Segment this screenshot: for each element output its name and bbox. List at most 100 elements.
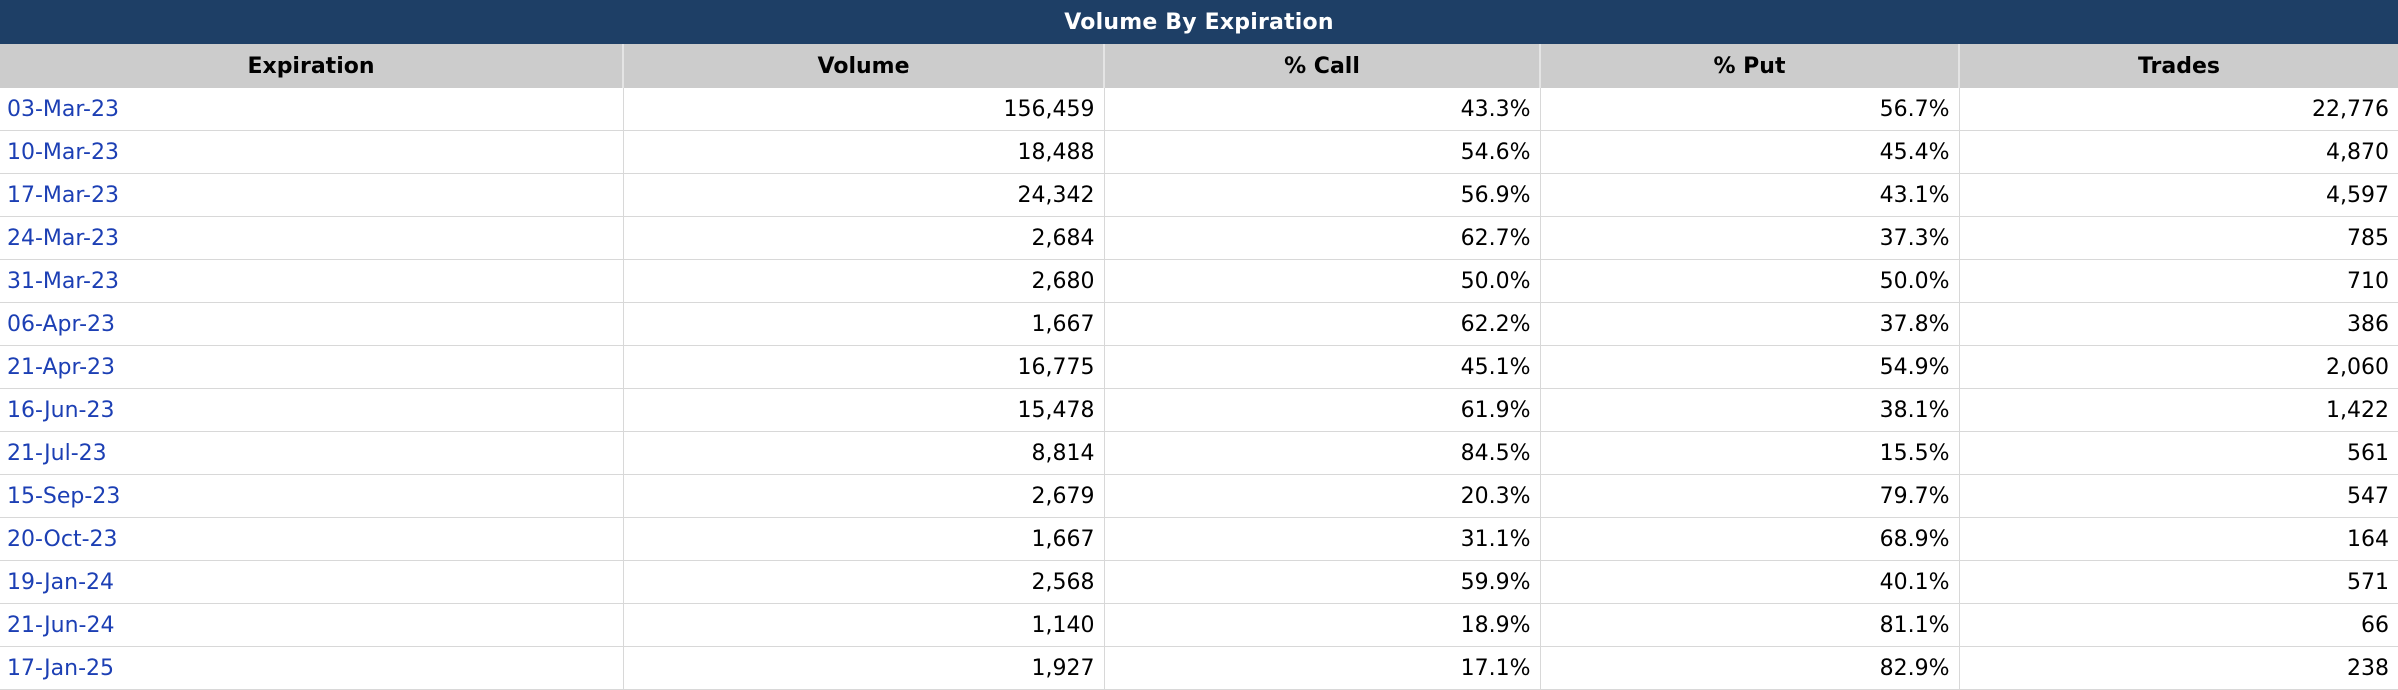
cell-pct-put: 40.1% <box>1540 560 1960 604</box>
expiration-link[interactable]: 21-Jul-23 <box>7 440 107 466</box>
table-row: 21-Apr-23 16,775 45.1% 54.9% 2,060 <box>0 345 2398 389</box>
expiration-link[interactable]: 06-Apr-23 <box>7 311 116 337</box>
cell-trades: 4,870 <box>1959 130 2398 174</box>
column-header-pct-call[interactable]: % Call <box>1104 44 1541 88</box>
table-header-row: Expiration Volume % Call % Put Trades <box>0 44 2398 88</box>
cell-expiration: 06-Apr-23 <box>0 302 624 346</box>
cell-expiration: 20-Oct-23 <box>0 517 624 561</box>
cell-pct-put: 45.4% <box>1540 130 1960 174</box>
expiration-link[interactable]: 19-Jan-24 <box>7 569 115 595</box>
table-row: 31-Mar-23 2,680 50.0% 50.0% 710 <box>0 259 2398 303</box>
cell-volume: 8,814 <box>623 431 1105 475</box>
cell-pct-call: 54.6% <box>1104 130 1541 174</box>
cell-expiration: 21-Jun-24 <box>0 603 624 647</box>
cell-pct-put: 56.7% <box>1540 88 1960 131</box>
cell-trades: 2,060 <box>1959 345 2398 389</box>
expiration-link[interactable]: 17-Jan-25 <box>7 655 115 681</box>
table-row: 03-Mar-23 156,459 43.3% 56.7% 22,776 <box>0 88 2398 131</box>
cell-trades: 164 <box>1959 517 2398 561</box>
panel-title: Volume By Expiration <box>0 0 2398 44</box>
cell-volume: 24,342 <box>623 173 1105 217</box>
table-row: 06-Apr-23 1,667 62.2% 37.8% 386 <box>0 302 2398 346</box>
table-row: 17-Mar-23 24,342 56.9% 43.1% 4,597 <box>0 173 2398 217</box>
cell-pct-call: 43.3% <box>1104 88 1541 131</box>
column-header-trades[interactable]: Trades <box>1959 44 2398 88</box>
cell-pct-put: 79.7% <box>1540 474 1960 518</box>
cell-pct-put: 68.9% <box>1540 517 1960 561</box>
cell-volume: 2,680 <box>623 259 1105 303</box>
cell-trades: 1,422 <box>1959 388 2398 432</box>
cell-pct-put: 50.0% <box>1540 259 1960 303</box>
cell-pct-put: 54.9% <box>1540 345 1960 389</box>
cell-expiration: 31-Mar-23 <box>0 259 624 303</box>
cell-expiration: 21-Jul-23 <box>0 431 624 475</box>
table-row: 19-Jan-24 2,568 59.9% 40.1% 571 <box>0 560 2398 604</box>
cell-trades: 785 <box>1959 216 2398 260</box>
table-row: 24-Mar-23 2,684 62.7% 37.3% 785 <box>0 216 2398 260</box>
volume-table: Expiration Volume % Call % Put Trades 03… <box>0 44 2398 690</box>
expiration-link[interactable]: 16-Jun-23 <box>7 397 115 423</box>
cell-pct-call: 45.1% <box>1104 345 1541 389</box>
cell-pct-call: 84.5% <box>1104 431 1541 475</box>
expiration-link[interactable]: 17-Mar-23 <box>7 182 119 208</box>
expiration-link[interactable]: 10-Mar-23 <box>7 139 119 165</box>
cell-pct-put: 38.1% <box>1540 388 1960 432</box>
cell-volume: 16,775 <box>623 345 1105 389</box>
cell-expiration: 03-Mar-23 <box>0 88 624 131</box>
cell-trades: 561 <box>1959 431 2398 475</box>
cell-volume: 1,667 <box>623 302 1105 346</box>
cell-expiration: 15-Sep-23 <box>0 474 624 518</box>
cell-trades: 4,597 <box>1959 173 2398 217</box>
cell-pct-call: 18.9% <box>1104 603 1541 647</box>
column-header-expiration[interactable]: Expiration <box>0 44 624 88</box>
cell-expiration: 16-Jun-23 <box>0 388 624 432</box>
table-row: 21-Jul-23 8,814 84.5% 15.5% 561 <box>0 431 2398 475</box>
cell-trades: 22,776 <box>1959 88 2398 131</box>
cell-trades: 386 <box>1959 302 2398 346</box>
cell-volume: 15,478 <box>623 388 1105 432</box>
cell-pct-call: 20.3% <box>1104 474 1541 518</box>
table-body: 03-Mar-23 156,459 43.3% 56.7% 22,776 10-Mar-2… <box>0 88 2398 690</box>
table-row: 20-Oct-23 1,667 31.1% 68.9% 164 <box>0 517 2398 561</box>
expiration-link[interactable]: 24-Mar-23 <box>7 225 119 251</box>
cell-expiration: 17-Mar-23 <box>0 173 624 217</box>
cell-expiration: 24-Mar-23 <box>0 216 624 260</box>
expiration-link[interactable]: 21-Jun-24 <box>7 612 115 638</box>
cell-trades: 571 <box>1959 560 2398 604</box>
table-row: 15-Sep-23 2,679 20.3% 79.7% 547 <box>0 474 2398 518</box>
expiration-link[interactable]: 21-Apr-23 <box>7 354 116 380</box>
cell-volume: 2,679 <box>623 474 1105 518</box>
expiration-link[interactable]: 03-Mar-23 <box>7 96 119 122</box>
cell-pct-call: 59.9% <box>1104 560 1541 604</box>
cell-pct-put: 15.5% <box>1540 431 1960 475</box>
expiration-link[interactable]: 31-Mar-23 <box>7 268 119 294</box>
cell-pct-call: 61.9% <box>1104 388 1541 432</box>
cell-trades: 238 <box>1959 646 2398 690</box>
table-row: 17-Jan-25 1,927 17.1% 82.9% 238 <box>0 646 2398 690</box>
expiration-link[interactable]: 20-Oct-23 <box>7 526 118 552</box>
cell-expiration: 17-Jan-25 <box>0 646 624 690</box>
cell-pct-call: 31.1% <box>1104 517 1541 561</box>
cell-pct-call: 17.1% <box>1104 646 1541 690</box>
cell-pct-put: 43.1% <box>1540 173 1960 217</box>
table-row: 21-Jun-24 1,140 18.9% 81.1% 66 <box>0 603 2398 647</box>
cell-pct-call: 56.9% <box>1104 173 1541 217</box>
cell-expiration: 10-Mar-23 <box>0 130 624 174</box>
cell-pct-call: 62.2% <box>1104 302 1541 346</box>
cell-trades: 66 <box>1959 603 2398 647</box>
cell-volume: 2,568 <box>623 560 1105 604</box>
expiration-link[interactable]: 15-Sep-23 <box>7 483 121 509</box>
table-row: 10-Mar-23 18,488 54.6% 45.4% 4,870 <box>0 130 2398 174</box>
cell-pct-put: 37.3% <box>1540 216 1960 260</box>
cell-volume: 1,927 <box>623 646 1105 690</box>
column-header-volume[interactable]: Volume <box>623 44 1105 88</box>
cell-pct-call: 50.0% <box>1104 259 1541 303</box>
cell-volume: 2,684 <box>623 216 1105 260</box>
cell-pct-call: 62.7% <box>1104 216 1541 260</box>
cell-volume: 1,667 <box>623 517 1105 561</box>
column-header-pct-put[interactable]: % Put <box>1540 44 1960 88</box>
cell-pct-put: 81.1% <box>1540 603 1960 647</box>
cell-trades: 710 <box>1959 259 2398 303</box>
table-row: 16-Jun-23 15,478 61.9% 38.1% 1,422 <box>0 388 2398 432</box>
